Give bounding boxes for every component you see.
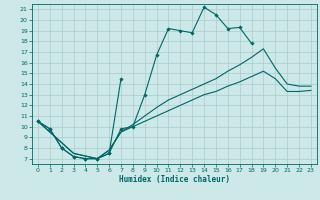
- X-axis label: Humidex (Indice chaleur): Humidex (Indice chaleur): [119, 175, 230, 184]
